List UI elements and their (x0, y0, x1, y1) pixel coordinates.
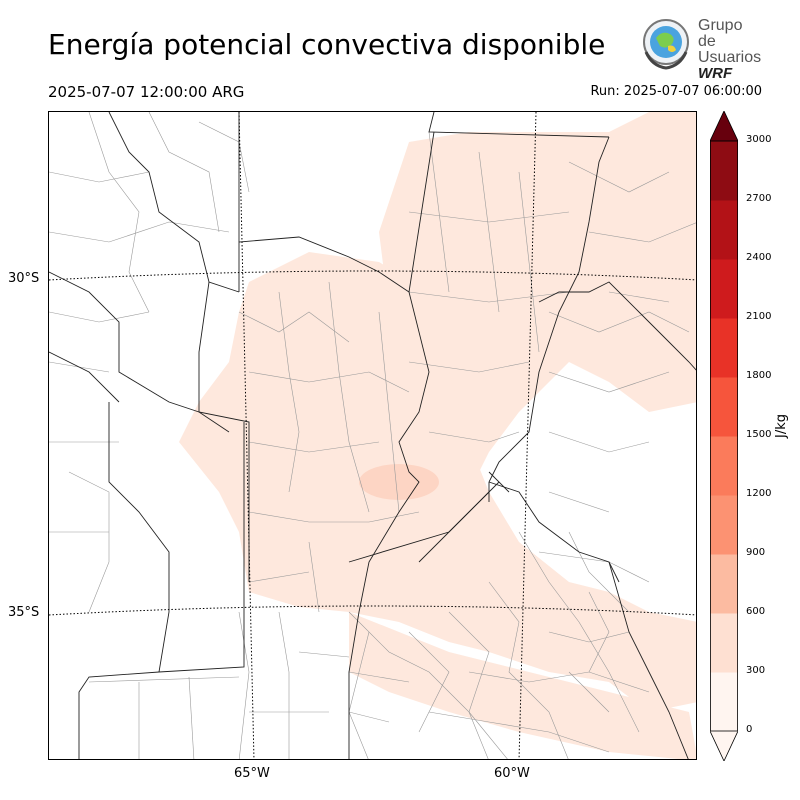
colorbar-tick-label: 1200 (746, 488, 772, 499)
colorbar-extend-high (710, 111, 738, 142)
lat-label-30s: 30°S (8, 271, 40, 286)
lon-label-60w: 60°W (494, 766, 530, 781)
run-time: Run: 2025-07-07 06:00:00 (590, 84, 762, 99)
logo-line3: WRF (698, 65, 733, 82)
colorbar-frame (710, 140, 738, 732)
colorbar-tick-label: 900 (746, 547, 766, 558)
colorbar-segment (710, 141, 738, 201)
lon-label-65w: 65°W (234, 766, 270, 781)
colorbar-segment (710, 200, 738, 260)
colorbar-tick-label: 2700 (746, 193, 772, 204)
lat-label-35s: 35°S (8, 605, 40, 620)
colorbar-segment (710, 377, 738, 437)
cape-max-area (359, 464, 439, 500)
graticule (49, 112, 696, 759)
colorbar-tick-label: 2400 (746, 252, 772, 263)
colorbar-tick-label: 2100 (746, 311, 772, 322)
colorbar-segment (710, 554, 738, 614)
colorbar-tick-label: 3000 (746, 134, 772, 145)
colorbar-tick-label: 0 (746, 724, 753, 735)
colorbar-segment (710, 259, 738, 319)
colorbar (710, 111, 738, 761)
colorbar-segment (710, 613, 738, 673)
globe-emblem-icon (643, 19, 689, 70)
colorbar-tick-label: 300 (746, 665, 766, 676)
colorbar-tick-label: 1500 (746, 429, 772, 440)
colorbar-tick-label: 1800 (746, 370, 772, 381)
province-boundaries (49, 112, 696, 759)
wrf-logo: Grupo de Usuarios WRF (638, 16, 762, 82)
map-panel (48, 111, 697, 760)
colorbar-segment (710, 495, 738, 555)
colorbar-extend-low (710, 730, 738, 761)
logo-line2: Usuarios (698, 49, 762, 66)
logo-line1: Grupo de (698, 17, 743, 50)
map-title: Energía potencial convectiva disponible (48, 28, 606, 61)
valid-time: 2025-07-07 12:00:00 ARG (48, 83, 245, 101)
colorbar-unit: J/kg (774, 414, 789, 438)
department-boundaries (49, 112, 696, 759)
colorbar-segment (710, 672, 738, 732)
colorbar-tick-label: 600 (746, 606, 766, 617)
cape-map (49, 112, 696, 759)
colorbar-segment (710, 318, 738, 378)
colorbar-segment (710, 436, 738, 496)
